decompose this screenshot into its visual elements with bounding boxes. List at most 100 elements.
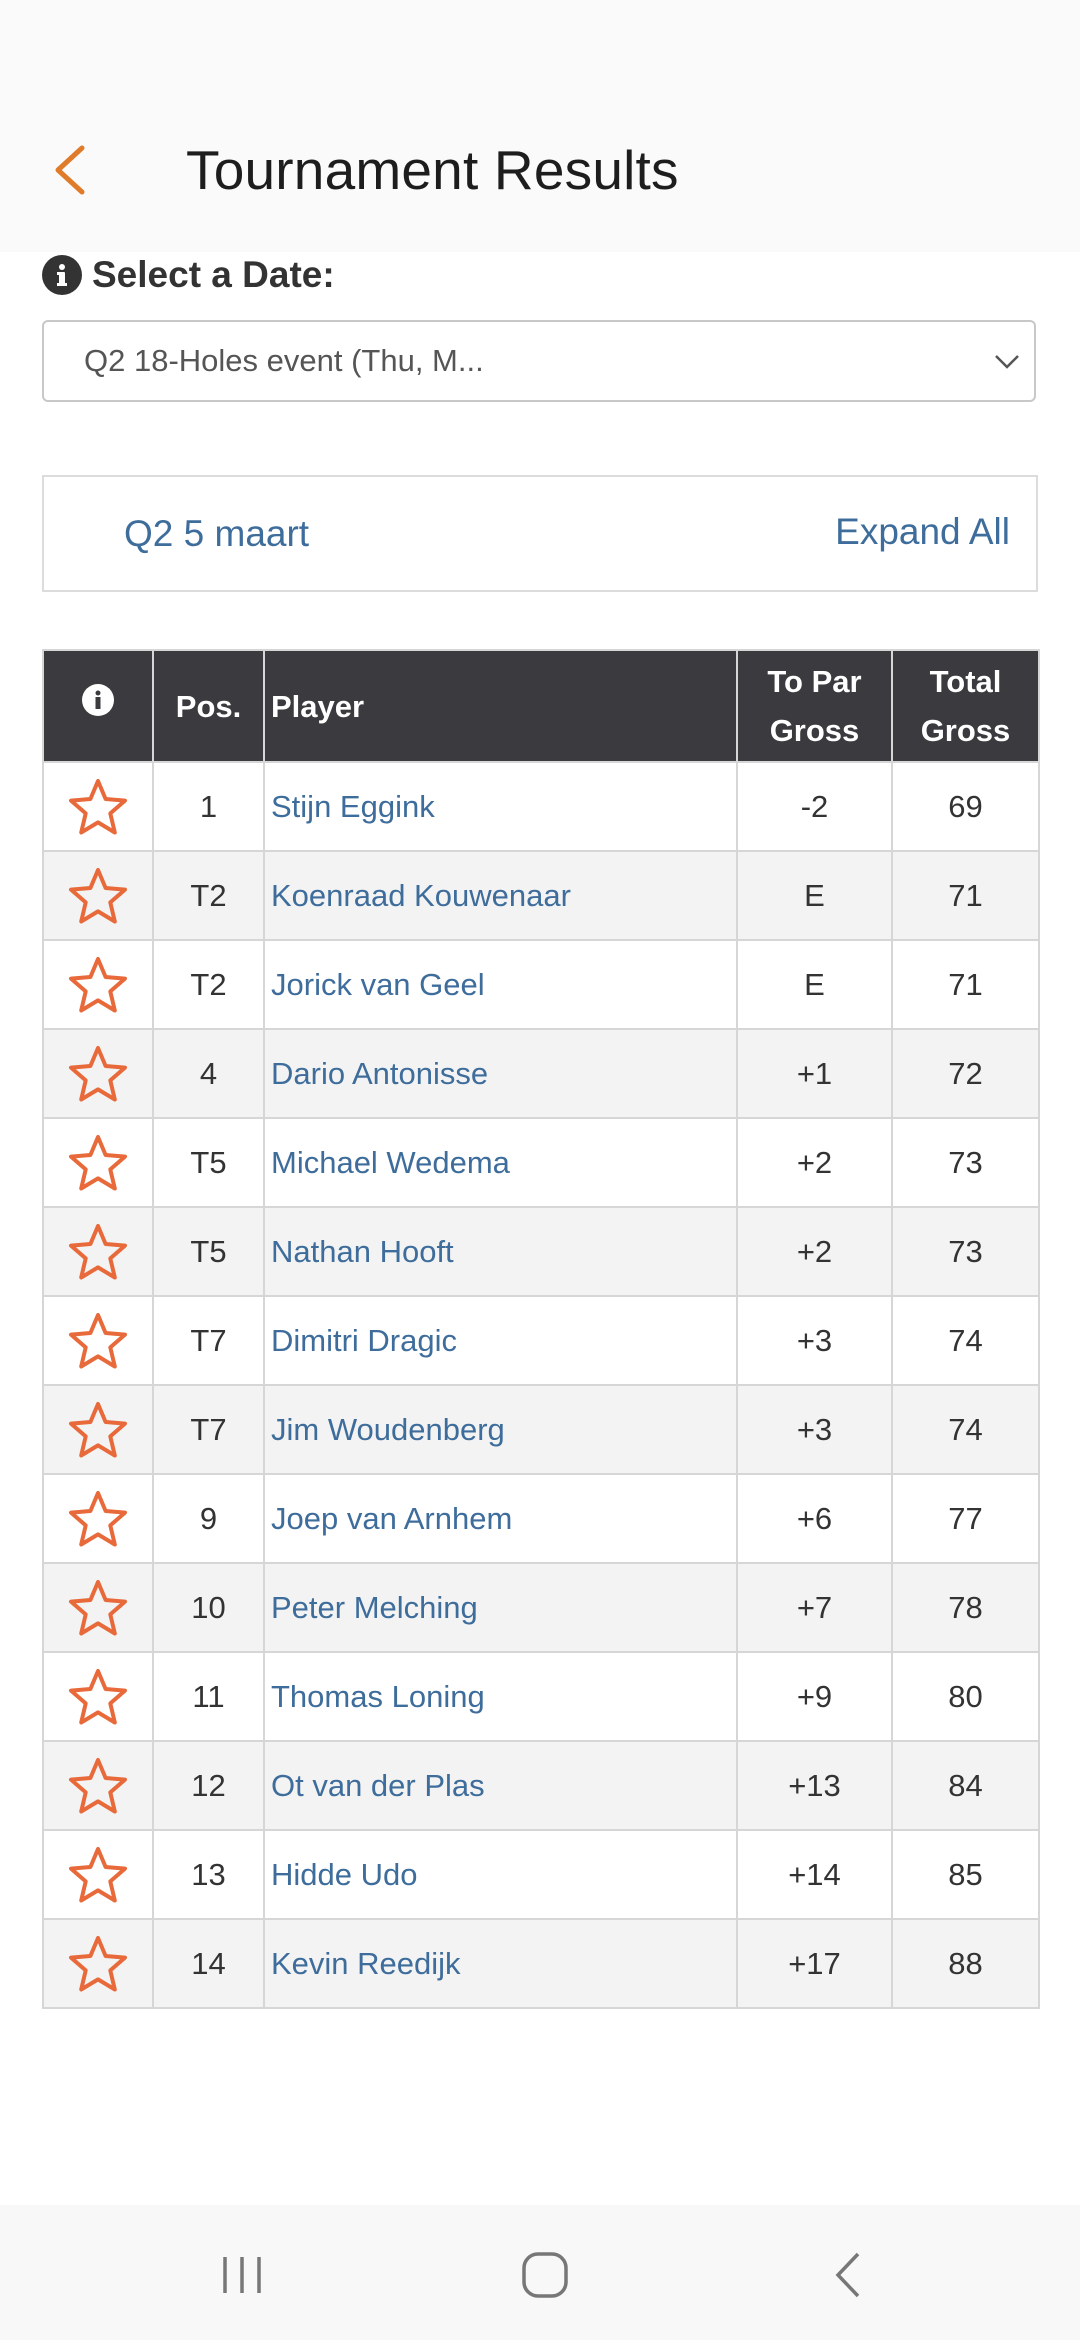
position-cell: 11 xyxy=(152,1651,265,1742)
player-link[interactable]: Koenraad Kouwenaar xyxy=(263,850,738,941)
player-link[interactable]: Stijn Eggink xyxy=(263,761,738,852)
table-row: 11 Thomas Loning +9 80 xyxy=(42,1651,1040,1742)
header-player[interactable]: Player xyxy=(263,649,738,763)
favorite-cell[interactable] xyxy=(42,939,154,1030)
favorite-cell[interactable] xyxy=(42,1206,154,1297)
header-total[interactable]: Total Gross xyxy=(891,649,1040,763)
favorite-cell[interactable] xyxy=(42,1295,154,1386)
favorite-cell[interactable] xyxy=(42,1740,154,1831)
star-icon[interactable] xyxy=(68,1757,128,1815)
star-icon[interactable] xyxy=(68,1045,128,1103)
table-row: 14 Kevin Reedijk +17 88 xyxy=(42,1918,1040,2009)
player-link[interactable]: Joep van Arnhem xyxy=(263,1473,738,1564)
position-cell: 13 xyxy=(152,1829,265,1920)
system-navbar xyxy=(0,2205,1080,2340)
page-title: Tournament Results xyxy=(186,139,679,201)
star-icon[interactable] xyxy=(68,778,128,836)
favorite-cell[interactable] xyxy=(42,850,154,941)
total-gross-cell: 77 xyxy=(891,1473,1040,1564)
header-pos[interactable]: Pos. xyxy=(152,649,265,763)
player-link[interactable]: Thomas Loning xyxy=(263,1651,738,1742)
total-gross-cell: 72 xyxy=(891,1028,1040,1119)
favorite-cell[interactable] xyxy=(42,1473,154,1564)
expand-all-button[interactable]: Expand All xyxy=(835,511,1010,552)
favorite-cell[interactable] xyxy=(42,1384,154,1475)
star-icon[interactable] xyxy=(68,1134,128,1192)
total-gross-cell: 85 xyxy=(891,1829,1040,1920)
favorite-cell[interactable] xyxy=(42,761,154,852)
table-row: T5 Nathan Hooft +2 73 xyxy=(42,1206,1040,1297)
total-gross-cell: 84 xyxy=(891,1740,1040,1831)
position-cell: 12 xyxy=(152,1740,265,1831)
header-total-line1: Total xyxy=(929,664,1002,699)
favorite-cell[interactable] xyxy=(42,1651,154,1742)
back-button[interactable] xyxy=(46,140,94,200)
favorite-cell[interactable] xyxy=(42,1829,154,1920)
player-link[interactable]: Jorick van Geel xyxy=(263,939,738,1030)
position-cell: 4 xyxy=(152,1028,265,1119)
results-table: Pos. Player To Par Gross Total Gross 1 St… xyxy=(42,649,1040,2009)
position-cell: T2 xyxy=(152,850,265,941)
total-gross-cell: 78 xyxy=(891,1562,1040,1653)
position-cell: 1 xyxy=(152,761,265,852)
system-back-button[interactable] xyxy=(816,2245,880,2305)
favorite-cell[interactable] xyxy=(42,1028,154,1119)
favorite-cell[interactable] xyxy=(42,1562,154,1653)
home-icon xyxy=(522,2252,568,2298)
star-icon[interactable] xyxy=(68,1668,128,1726)
player-link[interactable]: Hidde Udo xyxy=(263,1829,738,1920)
star-icon[interactable] xyxy=(68,1312,128,1370)
favorite-cell[interactable] xyxy=(42,1918,154,2009)
star-icon[interactable] xyxy=(68,1846,128,1904)
chevron-down-icon xyxy=(995,355,1019,369)
star-icon[interactable] xyxy=(68,1579,128,1637)
to-par-cell: +3 xyxy=(736,1295,893,1386)
table-row: T5 Michael Wedema +2 73 xyxy=(42,1117,1040,1208)
header-info[interactable] xyxy=(42,649,154,763)
to-par-cell: +3 xyxy=(736,1384,893,1475)
table-row: 4 Dario Antonisse +1 72 xyxy=(42,1028,1040,1119)
to-par-cell: +7 xyxy=(736,1562,893,1653)
round-name-link[interactable]: Q2 5 maart xyxy=(124,513,310,554)
header-to-par[interactable]: To Par Gross xyxy=(736,649,893,763)
star-icon[interactable] xyxy=(68,1401,128,1459)
table-row: T2 Jorick van Geel E 71 xyxy=(42,939,1040,1030)
to-par-cell: +1 xyxy=(736,1028,893,1119)
player-link[interactable]: Dario Antonisse xyxy=(263,1028,738,1119)
player-link[interactable]: Dimitri Dragic xyxy=(263,1295,738,1386)
to-par-cell: +17 xyxy=(736,1918,893,2009)
star-icon[interactable] xyxy=(68,1490,128,1548)
table-row: T7 Dimitri Dragic +3 74 xyxy=(42,1295,1040,1386)
player-link[interactable]: Ot van der Plas xyxy=(263,1740,738,1831)
star-icon[interactable] xyxy=(68,867,128,925)
to-par-cell: E xyxy=(736,939,893,1030)
header-to-par-line2: Gross xyxy=(769,713,860,748)
to-par-cell: +6 xyxy=(736,1473,893,1564)
date-select[interactable]: Q2 18-Holes event (Thu, M... xyxy=(42,320,1036,402)
total-gross-cell: 71 xyxy=(891,850,1040,941)
table-row: 12 Ot van der Plas +13 84 xyxy=(42,1740,1040,1831)
player-link[interactable]: Peter Melching xyxy=(263,1562,738,1653)
to-par-cell: +2 xyxy=(736,1206,893,1297)
table-row: T7 Jim Woudenberg +3 74 xyxy=(42,1384,1040,1475)
total-gross-cell: 73 xyxy=(891,1117,1040,1208)
favorite-cell[interactable] xyxy=(42,1117,154,1208)
position-cell: T7 xyxy=(152,1384,265,1475)
player-link[interactable]: Michael Wedema xyxy=(263,1117,738,1208)
total-gross-cell: 74 xyxy=(891,1295,1040,1386)
recent-apps-button[interactable] xyxy=(210,2245,274,2305)
player-link[interactable]: Jim Woudenberg xyxy=(263,1384,738,1475)
table-row: 10 Peter Melching +7 78 xyxy=(42,1562,1040,1653)
player-link[interactable]: Nathan Hooft xyxy=(263,1206,738,1297)
table-row: 13 Hidde Udo +14 85 xyxy=(42,1829,1040,1920)
position-cell: T5 xyxy=(152,1206,265,1297)
home-button[interactable] xyxy=(513,2245,577,2305)
info-icon[interactable] xyxy=(42,255,82,295)
to-par-cell: +9 xyxy=(736,1651,893,1742)
star-icon[interactable] xyxy=(68,1935,128,1993)
player-link[interactable]: Kevin Reedijk xyxy=(263,1918,738,2009)
position-cell: T5 xyxy=(152,1117,265,1208)
star-icon[interactable] xyxy=(68,956,128,1014)
star-icon[interactable] xyxy=(68,1223,128,1281)
position-cell: T2 xyxy=(152,939,265,1030)
